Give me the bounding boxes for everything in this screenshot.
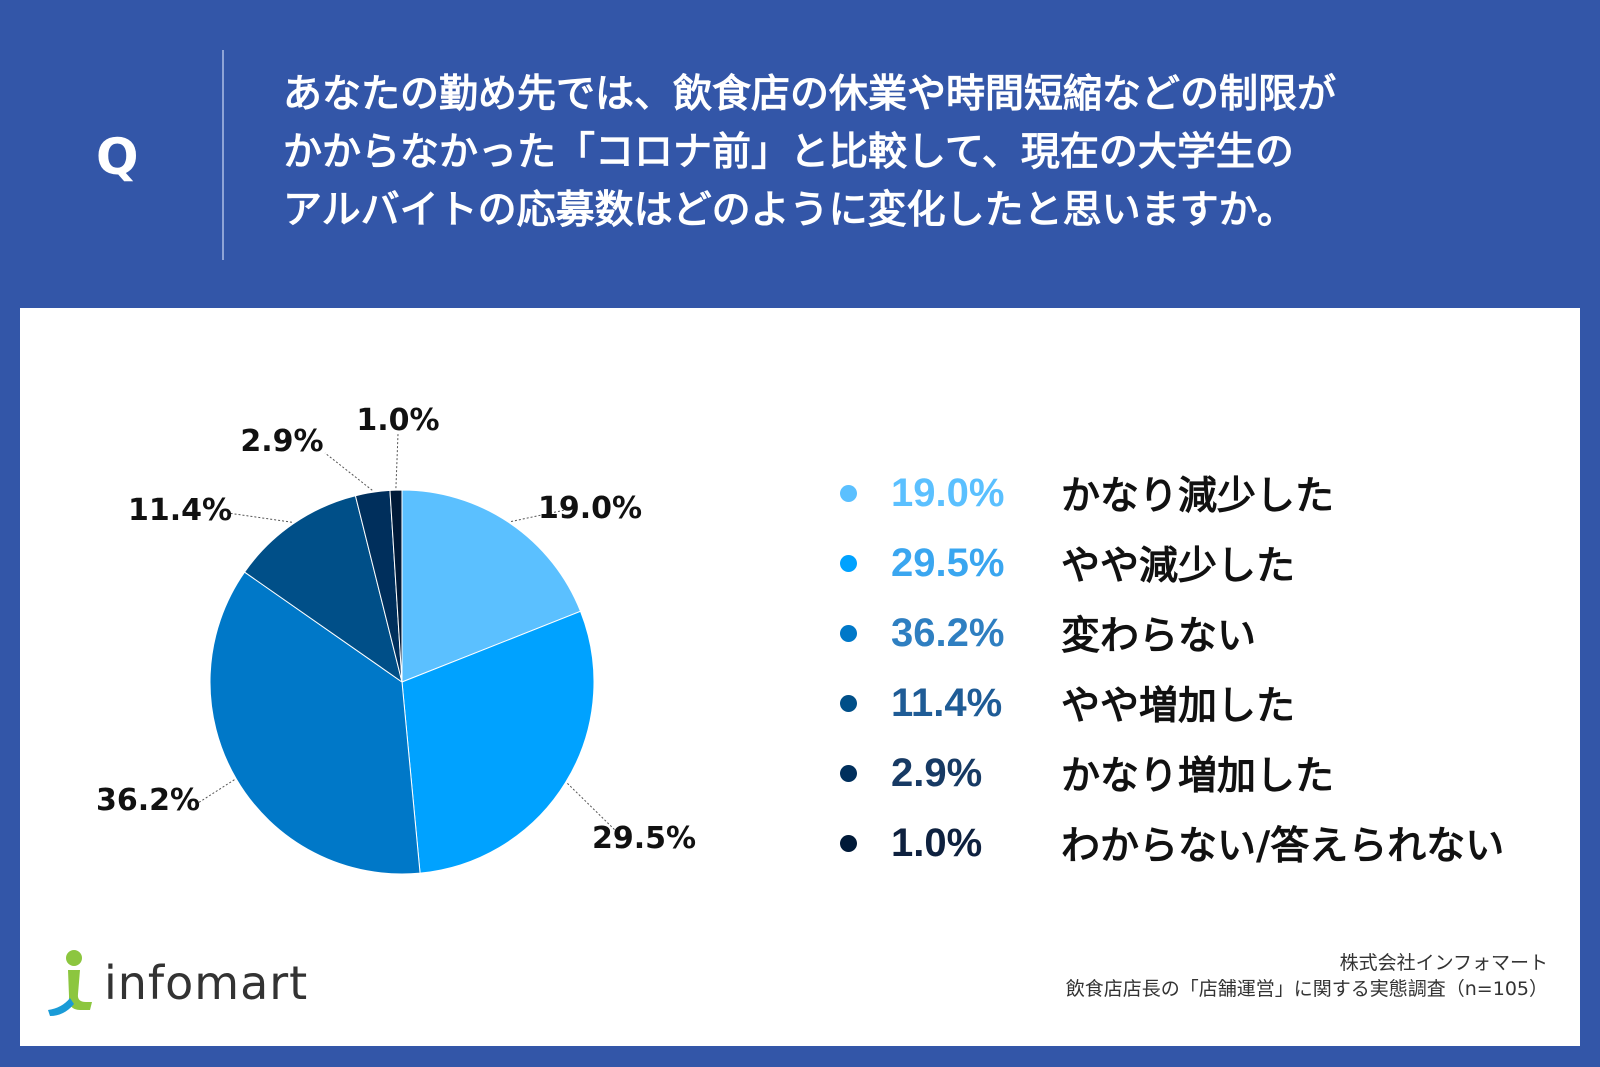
pie-slice bbox=[209, 571, 421, 875]
leader-line bbox=[197, 779, 235, 804]
leader-line bbox=[510, 509, 566, 523]
legend-dot bbox=[840, 624, 857, 642]
legend-item: 11.4% やや増加した bbox=[840, 668, 1504, 738]
chart-panel: 19.0% 29.5% 36.2% 11.4% 2.9% 1.0% 19.0% かなり減少… bbox=[20, 308, 1580, 1046]
slice-label: 11.4% bbox=[128, 493, 232, 528]
legend-item: 1.0% わからない/答えられない bbox=[840, 808, 1504, 878]
legend-dot bbox=[840, 764, 857, 782]
header-divider bbox=[222, 50, 224, 260]
legend-value: 11.4% bbox=[891, 680, 1003, 725]
source-note: 株式会社インフォマート 飲食店店長の「店舗運営」に関する実態調査（n=105） bbox=[1066, 950, 1548, 1002]
legend-label: わからない/答えられない bbox=[1061, 824, 1505, 869]
legend-dot bbox=[840, 554, 857, 572]
question-line: あなたの勤め先では、飲食店の休業や時間短縮などの制限が bbox=[283, 72, 1337, 117]
pie-slice bbox=[243, 495, 403, 684]
infomart-logo: infomart bbox=[44, 948, 308, 1018]
legend-value: 29.5% bbox=[891, 540, 1005, 585]
legend-value: 36.2% bbox=[891, 610, 1005, 655]
pie-chart: 19.0% 29.5% 36.2% 11.4%2.9% 1.0% bbox=[96, 403, 696, 875]
legend-label: やや増加した bbox=[1061, 684, 1296, 729]
legend-item: 19.0% かなり減少した bbox=[840, 458, 1504, 528]
slice-label: 19.0% bbox=[538, 491, 642, 526]
leader-line bbox=[395, 433, 399, 489]
question-text: あなたの勤め先では、飲食店の休業や時間短縮などの制限が かからなかった「コロナ前… bbox=[283, 66, 1573, 240]
legend-dot bbox=[840, 484, 857, 502]
question-marker: Q bbox=[96, 128, 139, 186]
question-line: アルバイトの応募数はどのように変化したと思いますか。 bbox=[283, 188, 1296, 233]
leader-line bbox=[567, 783, 621, 836]
source-survey: 飲食店店長の「店舗運営」に関する実態調査（n=105） bbox=[1065, 978, 1548, 1000]
logo-text: infomart bbox=[104, 956, 309, 1010]
question-line: かからなかった「コロナ前」と比較して、現在の大学生の bbox=[283, 130, 1294, 175]
legend-dot bbox=[840, 694, 857, 712]
leader-line bbox=[324, 452, 373, 491]
logo-figure-icon bbox=[48, 950, 92, 1016]
slice-label: 29.5% bbox=[592, 821, 696, 856]
legend-label: 変わらない bbox=[1061, 614, 1257, 659]
legend-label: かなり減少した bbox=[1061, 474, 1335, 519]
legend-label: やや減少した bbox=[1061, 544, 1296, 589]
leader-line bbox=[227, 512, 293, 523]
pie-slice bbox=[389, 489, 403, 683]
legend-dot bbox=[840, 834, 857, 852]
legend-value: 1.0% bbox=[891, 820, 983, 865]
legend-value: 2.9% bbox=[891, 750, 983, 795]
slice-label: 2.9% bbox=[240, 424, 323, 459]
legend-value: 19.0% bbox=[891, 470, 1005, 515]
legend-label: かなり増加した bbox=[1061, 754, 1335, 799]
legend-item: 29.5% やや減少した bbox=[840, 528, 1504, 598]
slice-label: 36.2% bbox=[96, 783, 200, 818]
legend-item: 36.2% 変わらない bbox=[840, 598, 1504, 668]
slice-label: 1.0% bbox=[356, 403, 439, 438]
source-company: 株式会社インフォマート bbox=[1339, 952, 1548, 974]
chart-legend: 19.0% かなり減少した 29.5% やや減少した 36.2% 変わらない 1… bbox=[840, 458, 1504, 878]
legend-item: 2.9% かなり増加した bbox=[840, 738, 1504, 808]
pie-slice bbox=[401, 610, 595, 874]
pie-slice bbox=[401, 489, 582, 683]
